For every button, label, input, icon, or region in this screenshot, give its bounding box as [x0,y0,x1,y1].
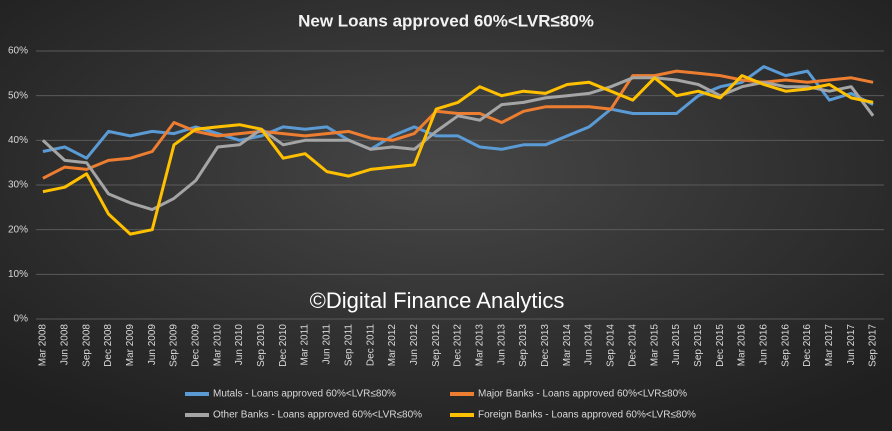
x-tick-label: Jun 2013 [496,324,507,366]
x-tick-label: Sep 2014 [606,324,617,367]
x-tick-label: Jun 2008 [59,324,70,366]
x-tick-label: Sep 2009 [169,324,180,367]
watermark: ©Digital Finance Analytics [310,288,565,313]
x-tick-label: Dec 2009 [190,324,201,367]
x-tick-label: Mar 2016 [737,324,748,367]
x-tick-label: Dec 2012 [453,324,464,367]
y-tick-label: 40% [8,135,28,146]
y-tick-label: 20% [8,224,28,235]
x-tick-label: Jun 2009 [147,324,158,366]
x-tick-label: Jun 2012 [409,324,420,366]
x-tick-label: Dec 2016 [802,324,813,367]
x-tick-label: Sep 2015 [693,324,704,367]
x-tick-label: Sep 2008 [81,324,92,367]
y-tick-label: 0% [14,314,29,325]
legend-label: Foreign Banks - Loans approved 60%<LVR≤8… [478,410,696,421]
chart-title: New Loans approved 60%<LVR≤80% [298,11,594,30]
x-tick-label: Sep 2010 [256,324,267,367]
x-tick-label: Mar 2014 [562,324,573,367]
x-tick-label: Sep 2012 [431,324,442,367]
x-tick-label: Mar 2017 [824,324,835,367]
x-tick-label: Mar 2013 [474,324,485,367]
x-tick-label: Dec 2013 [540,324,551,367]
x-tick-label: Sep 2017 [868,324,879,367]
x-tick-label: Jun 2016 [758,324,769,366]
x-tick-label: Mar 2015 [649,324,660,367]
x-tick-label: Sep 2011 [343,324,354,367]
x-tick-label: Mar 2012 [387,324,398,367]
x-tick-label: Jun 2015 [671,324,682,366]
x-tick-label: Dec 2010 [278,324,289,367]
series-line [41,76,875,212]
x-tick-label: Mar 2008 [38,324,49,367]
x-tick-label: Dec 2011 [365,324,376,367]
series-line [42,69,874,180]
x-tick-label: Mar 2010 [212,324,223,367]
y-tick-label: 30% [8,180,28,191]
x-tick-label: Mar 2011 [300,324,311,366]
x-tick-label: Jun 2017 [846,324,857,366]
legend-label: Other Banks - Loans approved 60%<LVR≤80% [213,410,422,421]
y-tick-label: 10% [8,269,28,280]
y-tick-label: 50% [8,90,28,101]
x-tick-label: Sep 2016 [780,324,791,367]
legend-label: Mutals - Loans approved 60%<LVR≤80% [213,389,396,400]
x-tick-label: Jun 2014 [584,324,595,366]
x-tick-label: Jun 2011 [322,324,333,365]
x-tick-label: Sep 2013 [518,324,529,367]
x-tick-label: Dec 2008 [103,324,114,367]
x-tick-label: Dec 2015 [715,324,726,367]
series-line [42,74,874,236]
y-tick-label: 60% [8,46,28,57]
x-tick-label: Mar 2009 [125,324,136,367]
legend-label: Major Banks - Loans approved 60%<LVR≤80% [478,389,687,400]
x-tick-label: Dec 2014 [627,324,638,367]
x-tick-label: Jun 2010 [234,324,245,366]
